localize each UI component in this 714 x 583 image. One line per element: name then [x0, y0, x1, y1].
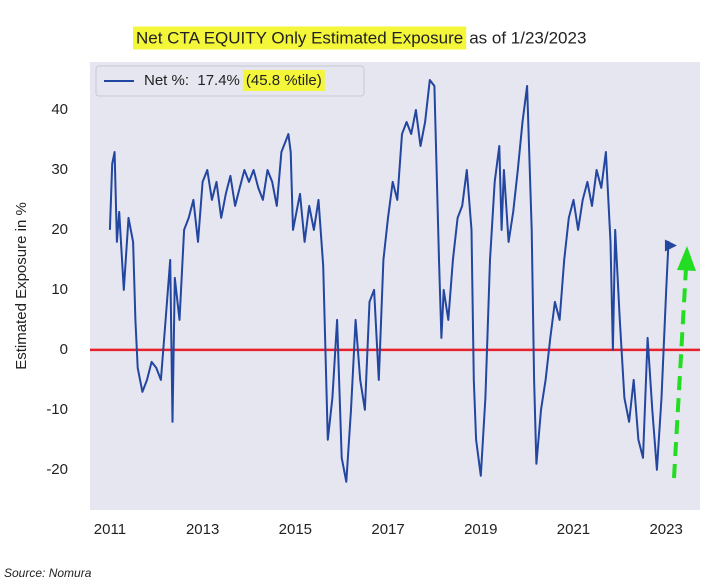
plot-area: [90, 62, 700, 510]
y-tick-label: 40: [51, 101, 68, 118]
y-tick-label: -10: [46, 401, 68, 418]
x-tick-label: 2023: [649, 521, 682, 538]
end-marker: [664, 239, 677, 252]
trend-arrow: [672, 267, 688, 479]
y-tick-label: -20: [46, 461, 68, 478]
chart-title: Net CTA EQUITY Only Estimated Exposure: [136, 28, 463, 47]
x-tick-label: 2021: [557, 521, 590, 538]
y-tick-label: 30: [51, 161, 68, 178]
trend-arrow-head: [677, 246, 696, 271]
y-tick-label: 10: [51, 281, 68, 298]
y-tick-label: 20: [51, 221, 68, 238]
legend-note: (45.8 %tile): [246, 72, 322, 89]
legend-note-highlight: [242, 69, 325, 91]
source: Source: Nomura: [4, 566, 92, 580]
x-tick-label: 2019: [464, 521, 497, 538]
x-tick-label: 2015: [279, 521, 312, 538]
title-highlight: [133, 26, 467, 50]
chart-title-suffix: as of 1/23/2023: [469, 28, 586, 47]
legend-label: Net %: 17.4%: [144, 72, 240, 89]
line-series: [108, 79, 670, 483]
x-tick-label: 2011: [94, 521, 126, 538]
x-tick-label: 2017: [371, 521, 404, 538]
y-tick-label: 0: [60, 341, 68, 358]
y-axis-label: Estimated Exposure in %: [13, 202, 30, 370]
x-tick-label: 2013: [186, 521, 219, 538]
